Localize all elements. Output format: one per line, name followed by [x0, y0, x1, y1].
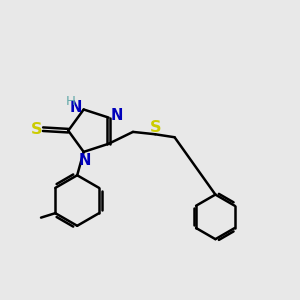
- Text: N: N: [78, 153, 91, 168]
- Text: N: N: [110, 108, 123, 123]
- Text: S: S: [150, 120, 162, 135]
- Text: S: S: [31, 122, 43, 137]
- Text: H: H: [65, 95, 75, 108]
- Text: N: N: [70, 100, 82, 115]
